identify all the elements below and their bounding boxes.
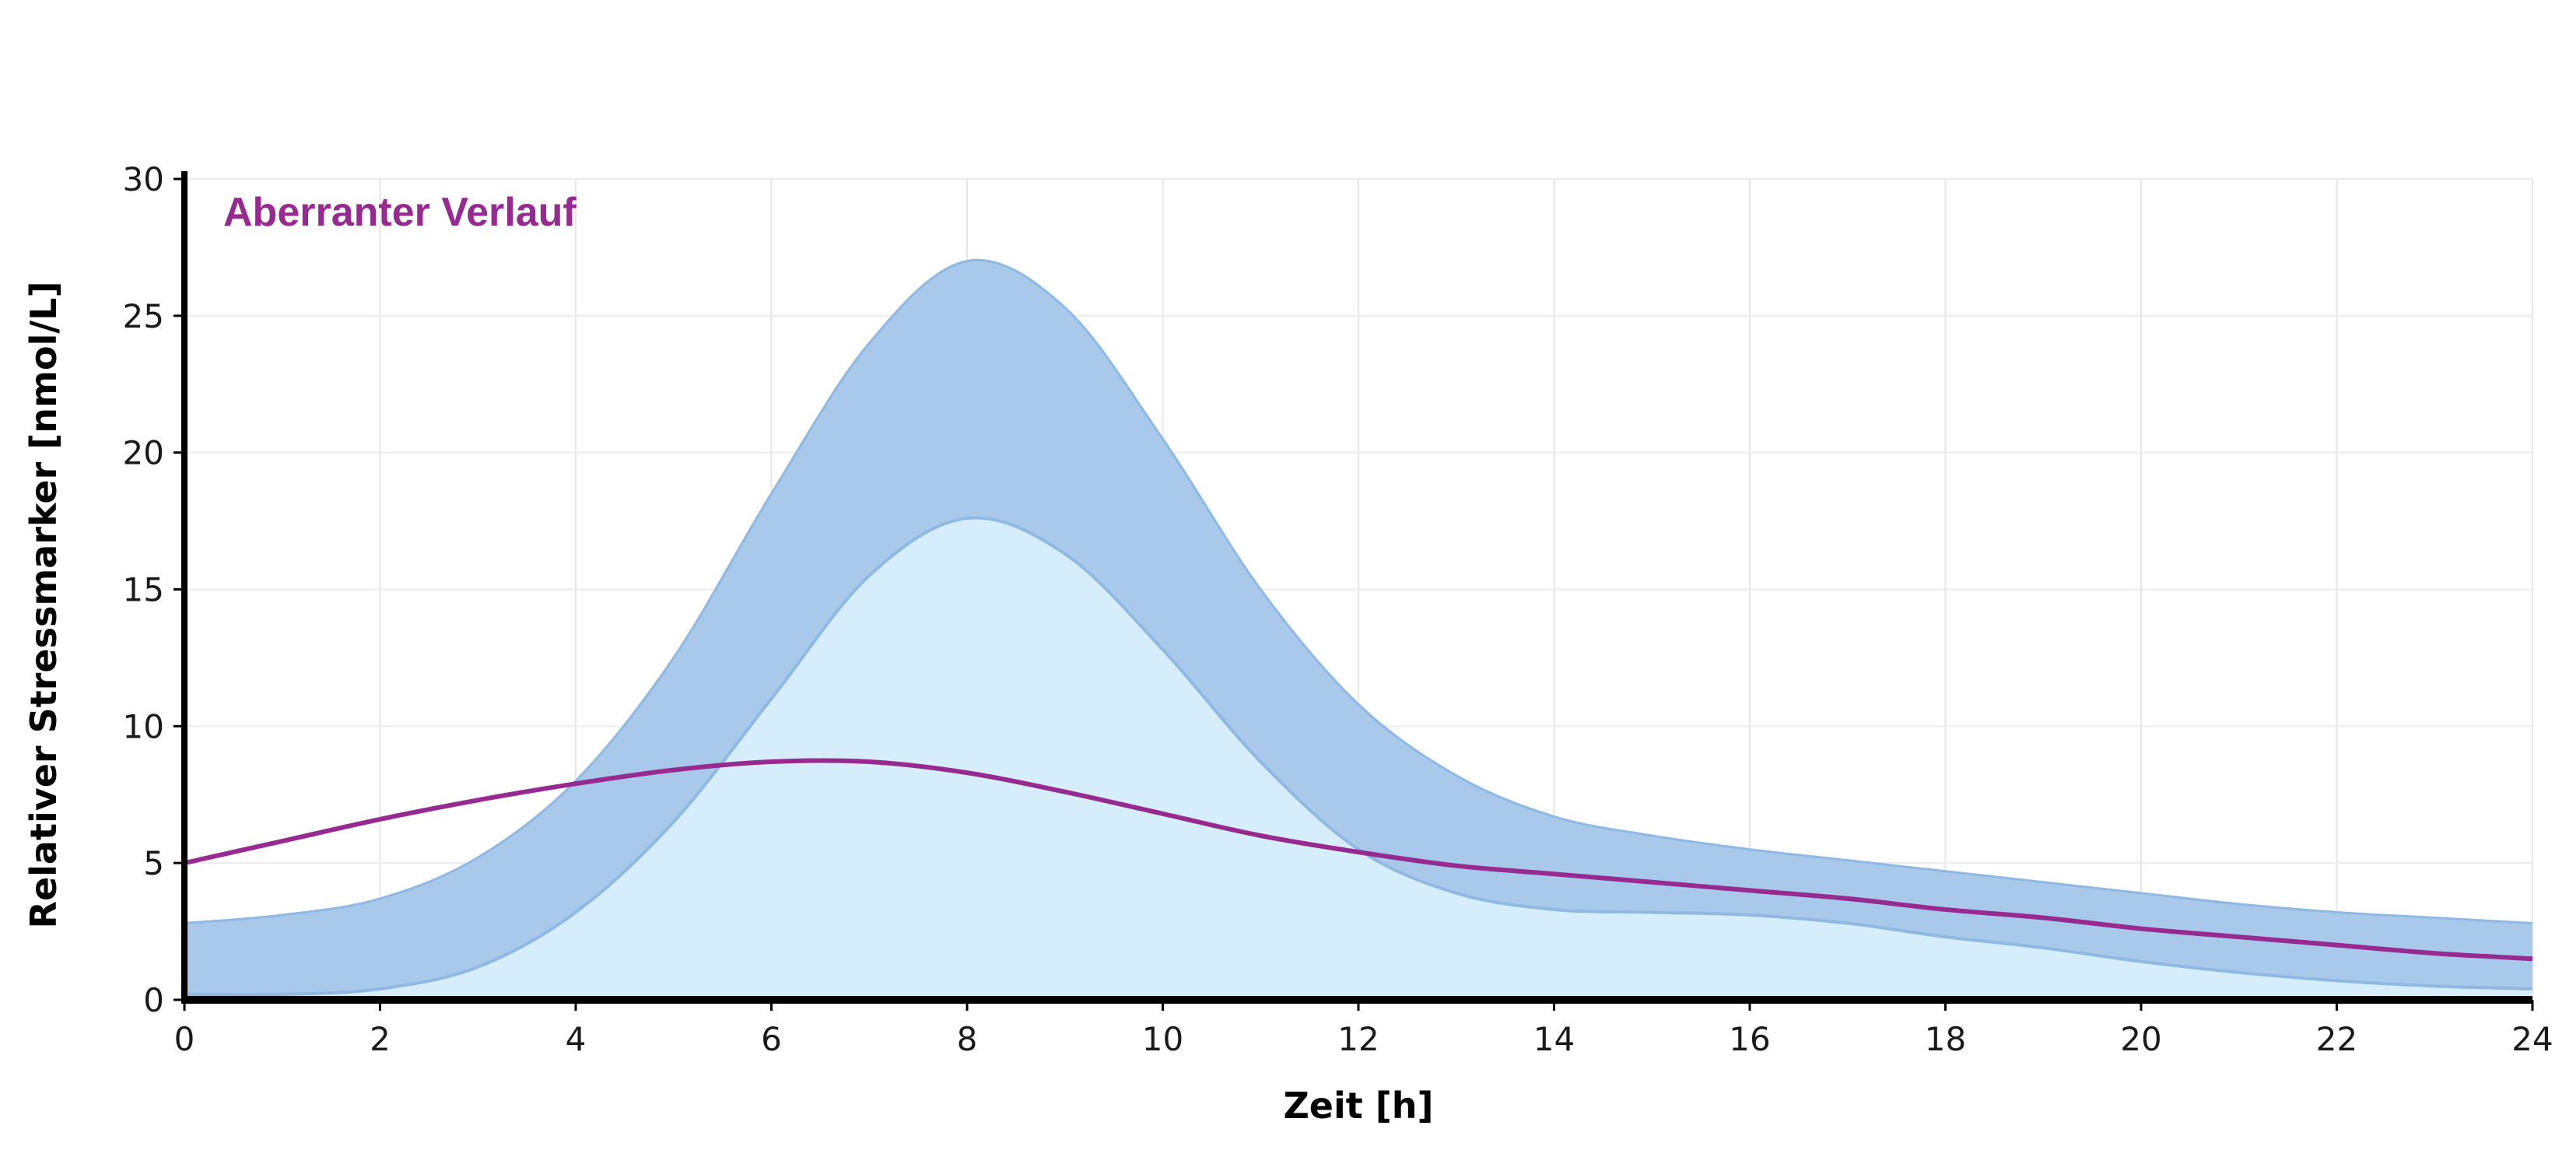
x-tick-label: 6 bbox=[761, 1020, 782, 1058]
aberrant-curve-line bbox=[184, 758, 2533, 962]
y-tick-label: 20 bbox=[123, 434, 164, 472]
x-tick-label: 22 bbox=[2316, 1020, 2357, 1058]
y-tick-label: 30 bbox=[123, 160, 164, 198]
x-tick-labels: 0 2 4 6 8 10 12 14 16 18 20 22 24 bbox=[174, 1000, 2553, 1058]
y-tick-label: 25 bbox=[123, 297, 164, 335]
x-axis-label: Zeit [h] bbox=[1283, 1085, 1433, 1127]
lower-band-fill bbox=[184, 517, 2532, 1000]
x-tick-label: 14 bbox=[1533, 1020, 1575, 1058]
y-tick-label: 15 bbox=[123, 571, 164, 609]
annotation-label: Aberranter Verlauf bbox=[223, 190, 577, 235]
band-upper-edge bbox=[184, 258, 2533, 925]
x-tick-label: 4 bbox=[566, 1020, 587, 1058]
y-tick-labels: 0 5 10 15 20 25 30 bbox=[123, 160, 184, 1019]
band-lower-edge bbox=[184, 516, 2533, 997]
x-tick-label: 12 bbox=[1337, 1020, 1379, 1058]
y-tick-label: 0 bbox=[143, 981, 164, 1019]
x-tick-label: 10 bbox=[1142, 1020, 1183, 1058]
x-tick-label: 20 bbox=[2120, 1020, 2161, 1058]
x-tick-label: 8 bbox=[957, 1020, 978, 1058]
x-tick-label: 0 bbox=[174, 1020, 195, 1058]
x-tick-label: 24 bbox=[2511, 1020, 2553, 1058]
y-axis-label: Relativer Stressmarker [nmol/L] bbox=[23, 282, 65, 929]
y-tick-label: 10 bbox=[123, 707, 164, 745]
x-tick-label: 18 bbox=[1925, 1020, 1966, 1058]
x-tick-label: 2 bbox=[370, 1020, 391, 1058]
x-tick-label: 16 bbox=[1729, 1020, 1770, 1058]
y-tick-label: 5 bbox=[143, 844, 164, 882]
